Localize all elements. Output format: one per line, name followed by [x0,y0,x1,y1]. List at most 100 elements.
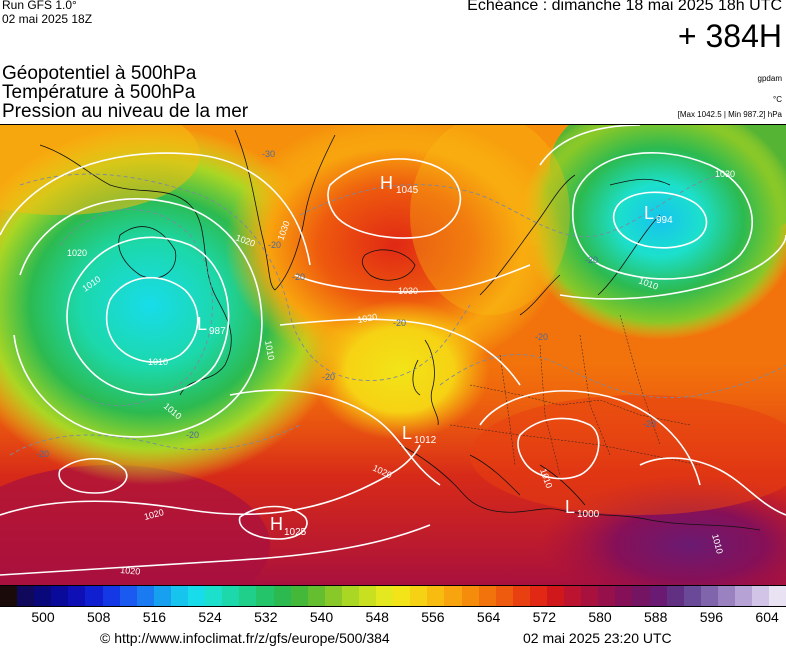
color-swatch [17,586,35,606]
parameter-pressure: Pression au niveau de la mer [2,101,249,122]
color-scale-tick: 596 [699,609,724,625]
color-swatch [598,586,616,606]
color-scale-tick: 508 [87,609,111,625]
pressure-system-low-994: L 994 [644,203,673,226]
color-swatch [341,586,359,606]
svg-text:L: L [197,314,207,334]
unit-geopotential: gpdam [757,74,782,83]
color-swatch [529,586,547,606]
color-swatch [512,586,530,606]
isotherm-label: -20 [292,272,305,282]
isobar-label: 1010 [148,357,168,367]
color-swatch [717,586,736,606]
weather-map: H 1045 L 994 L 987 L 1012 L 1000 H 1025 … [0,124,786,586]
isobar-label: 1030 [398,286,418,296]
svg-text:994: 994 [656,215,673,226]
color-scale-tick: 524 [198,609,222,625]
color-swatch [683,586,701,606]
svg-text:1025: 1025 [284,527,307,538]
color-swatch [410,586,428,606]
pressure-range: [Max 1042.5 | Min 987.2] hPa [677,110,782,119]
color-swatch [564,586,582,606]
color-swatch [735,586,753,606]
color-swatch [358,586,377,606]
color-swatch [34,586,52,606]
color-scale-tick: 572 [532,609,556,625]
color-swatch [700,586,718,606]
run-date: 02 mai 2025 18Z [2,12,93,26]
color-swatch [205,586,223,606]
isotherm-label: -20 [268,240,281,250]
color-swatch [632,586,650,606]
svg-text:H: H [270,514,283,534]
color-scale-tick: 532 [254,609,278,625]
color-scale-tick: 540 [309,609,334,625]
color-swatch [307,586,325,606]
color-swatch [752,586,770,606]
color-swatch [461,586,479,606]
color-swatch [581,586,599,606]
color-swatch [102,586,120,606]
pressure-system-high-1045: H 1045 [380,173,419,196]
color-swatch [273,586,291,606]
isobar-label: 1030 [715,169,735,179]
forecast-valid-time: Echéance : dimanche 18 mai 2025 18h UTC [467,0,782,14]
isotherm-label: -20 [322,372,335,382]
color-swatch [222,586,240,606]
color-swatch [68,586,86,606]
isotherm-label: -20 [585,255,598,265]
color-swatch [478,586,496,606]
forecast-horizon: + 384H [677,18,782,54]
isobar-label: 1020 [357,312,378,325]
svg-text:L: L [644,203,654,223]
color-swatch [495,586,513,606]
color-scale-ticks: 500 508 516 524 532 540 548 556 564 572 580 588 596 6… [0,609,786,627]
color-swatch [136,586,154,606]
unit-temperature: °C [773,95,782,104]
color-swatch [290,586,308,606]
generation-timestamp: 02 mai 2025 23:20 UTC [523,630,672,646]
color-swatch [376,586,394,606]
pressure-system-low-1000: L 1000 [565,497,600,520]
color-swatch [239,586,257,606]
isotherm-label: -20 [535,332,548,342]
color-swatch [256,586,274,606]
color-swatch [649,586,667,606]
color-swatch [615,586,633,606]
color-swatch [119,586,137,606]
parameter-geopotential: Géopotentiel à 500hPa [2,63,197,84]
isobar-label: 1020 [120,565,141,577]
isotherm-label: -20 [393,318,406,328]
svg-text:L: L [402,423,412,443]
color-swatch [0,586,18,606]
color-scale-tick: 500 [31,609,55,625]
color-scale-tick: 556 [421,609,445,625]
pressure-system-low-1012: L 1012 [402,423,437,446]
color-scale-tick: 564 [476,609,501,625]
isobar-label: 1010 [263,340,276,361]
svg-text:987: 987 [209,326,226,337]
color-swatch [393,586,411,606]
color-swatch [547,586,565,606]
color-scale-tick: 548 [365,609,389,625]
color-scale [0,585,786,607]
color-swatch [51,586,69,606]
color-scale-tick: 588 [644,609,668,625]
color-swatch [85,586,103,606]
isotherm-label: -30 [262,149,275,159]
svg-text:1012: 1012 [414,435,437,446]
svg-text:1000: 1000 [577,509,600,520]
isotherm-label: -20 [643,419,656,429]
isotherm-label: -20 [186,430,199,440]
color-scale-tick: 516 [142,609,167,625]
svg-text:H: H [380,173,393,193]
color-swatch [666,586,684,606]
color-scale-tick: 604 [755,609,779,625]
color-swatch [170,586,189,606]
run-title: Run GFS 1.0° [2,0,77,12]
color-swatch [188,586,206,606]
source-url[interactable]: © http://www.infoclimat.fr/z/gfs/europe/… [100,630,390,646]
svg-text:1045: 1045 [396,185,419,196]
pressure-system-low-987: L 987 [197,314,226,337]
color-swatch [324,586,342,606]
